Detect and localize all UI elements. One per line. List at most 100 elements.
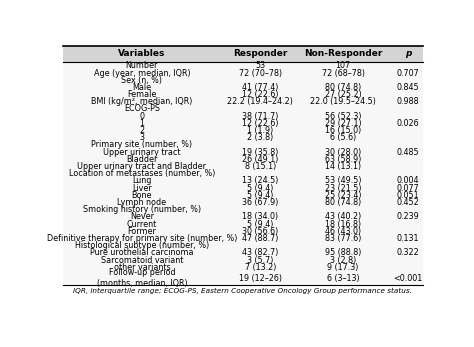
Text: Female: Female: [127, 90, 156, 99]
Text: Sex (n, %): Sex (n, %): [121, 76, 163, 85]
Text: 0.077: 0.077: [397, 184, 419, 193]
Text: 19 (12–26): 19 (12–26): [239, 274, 282, 282]
Bar: [63, 264, 423, 271]
Text: 47 (88.7): 47 (88.7): [242, 234, 279, 243]
Bar: [63, 84, 423, 91]
Text: IQR, interquartile range; ECOG-PS, Eastern Cooperative Oncology Group performanc: IQR, interquartile range; ECOG-PS, Easte…: [73, 288, 412, 294]
Text: 0.051: 0.051: [397, 191, 419, 200]
Text: 7 (13.2): 7 (13.2): [245, 263, 276, 272]
Text: Smoking history (number, %): Smoking history (number, %): [83, 205, 201, 214]
Text: 12 (22.6): 12 (22.6): [242, 90, 279, 99]
Bar: [63, 163, 423, 170]
Bar: [63, 120, 423, 127]
Text: 18 (16.8): 18 (16.8): [325, 220, 361, 229]
Text: 0.452: 0.452: [397, 198, 419, 207]
Text: 13 (24.5): 13 (24.5): [242, 177, 279, 185]
Text: Lymph node: Lymph node: [118, 198, 166, 207]
Text: 43 (40.2): 43 (40.2): [325, 212, 361, 221]
Text: 1: 1: [139, 119, 145, 128]
Text: 29 (27.1): 29 (27.1): [325, 119, 361, 128]
Text: 9 (17.3): 9 (17.3): [328, 263, 359, 272]
Text: Definitive therapy for primary site (number, %): Definitive therapy for primary site (num…: [47, 234, 237, 243]
Text: 3: 3: [139, 133, 145, 142]
Text: 0.004: 0.004: [397, 177, 419, 185]
Text: 8 (15.1): 8 (15.1): [245, 162, 276, 171]
Text: Pure urothelial carcinoma: Pure urothelial carcinoma: [90, 248, 194, 257]
Text: 0.485: 0.485: [397, 148, 419, 157]
Text: Upper urinary tract: Upper urinary tract: [103, 148, 181, 157]
Bar: [63, 46, 423, 62]
Bar: [63, 177, 423, 185]
Text: 3 (5.7): 3 (5.7): [247, 256, 273, 265]
Text: 26 (49.1): 26 (49.1): [242, 155, 279, 164]
Bar: [63, 149, 423, 156]
Text: 30 (28.0): 30 (28.0): [325, 148, 361, 157]
Text: 56 (52.3): 56 (52.3): [325, 112, 361, 121]
Text: 46 (43.0): 46 (43.0): [325, 227, 361, 236]
Bar: [63, 185, 423, 192]
Bar: [63, 213, 423, 221]
Text: 0.026: 0.026: [397, 119, 419, 128]
Text: Liver: Liver: [132, 184, 152, 193]
Text: 27 (25.2): 27 (25.2): [325, 90, 361, 99]
Text: 30 (56.6): 30 (56.6): [242, 227, 279, 236]
Text: p: p: [405, 49, 411, 58]
Text: 0.845: 0.845: [397, 83, 419, 92]
Bar: [63, 235, 423, 242]
Text: Former: Former: [128, 227, 156, 236]
Text: 38 (71.7): 38 (71.7): [242, 112, 279, 121]
Bar: [63, 271, 423, 285]
Text: Non-Responder: Non-Responder: [304, 49, 382, 58]
Text: 72 (70–78): 72 (70–78): [239, 68, 282, 77]
Bar: [63, 105, 423, 112]
Text: BMI (kg/m², median, IQR): BMI (kg/m², median, IQR): [91, 97, 192, 106]
Text: 72 (68–78): 72 (68–78): [321, 68, 365, 77]
Bar: [63, 91, 423, 98]
Text: 2 (3.8): 2 (3.8): [247, 133, 273, 142]
Bar: [63, 256, 423, 264]
Text: 25 (23.4): 25 (23.4): [325, 191, 361, 200]
Text: 18 (34.0): 18 (34.0): [242, 212, 278, 221]
Text: 6 (5.6): 6 (5.6): [330, 133, 356, 142]
Text: 12 (22.6): 12 (22.6): [242, 119, 279, 128]
Text: 0.131: 0.131: [397, 234, 419, 243]
Text: Current: Current: [127, 220, 157, 229]
Text: 0.239: 0.239: [397, 212, 419, 221]
Text: ECOG-PS: ECOG-PS: [124, 104, 160, 113]
Text: 53 (49.5): 53 (49.5): [325, 177, 361, 185]
Text: 83 (77.6): 83 (77.6): [325, 234, 361, 243]
Text: 14 (13.1): 14 (13.1): [325, 162, 361, 171]
Text: Age (year, median, IQR): Age (year, median, IQR): [93, 68, 190, 77]
Bar: [63, 156, 423, 163]
Text: <0.001: <0.001: [393, 274, 423, 282]
Text: 63 (58.9): 63 (58.9): [325, 155, 361, 164]
Bar: [63, 242, 423, 249]
Bar: [63, 170, 423, 177]
Text: 0.322: 0.322: [397, 248, 419, 257]
Text: Follow-up period
(months, median, IQR): Follow-up period (months, median, IQR): [97, 269, 187, 288]
Text: Bladder: Bladder: [126, 155, 157, 164]
Bar: [63, 112, 423, 120]
Text: 5 (9.4): 5 (9.4): [247, 220, 273, 229]
Text: Number: Number: [126, 61, 158, 70]
Text: Sarcomatoid variant: Sarcomatoid variant: [100, 256, 183, 265]
Text: 22.2 (19.4–24.2): 22.2 (19.4–24.2): [228, 97, 293, 106]
Bar: [63, 221, 423, 228]
Bar: [63, 199, 423, 206]
Text: Responder: Responder: [233, 49, 288, 58]
Text: 80 (74.8): 80 (74.8): [325, 198, 361, 207]
Text: 36 (67.9): 36 (67.9): [242, 198, 279, 207]
Text: 80 (74.8): 80 (74.8): [325, 83, 361, 92]
Bar: [63, 141, 423, 149]
Text: 2: 2: [139, 126, 145, 135]
Text: Primary site (number, %): Primary site (number, %): [91, 141, 192, 150]
Text: 0.707: 0.707: [397, 68, 419, 77]
Text: 6 (3–13): 6 (3–13): [327, 274, 359, 282]
Text: other variants: other variants: [114, 263, 170, 272]
Text: 5 (9.4): 5 (9.4): [247, 191, 273, 200]
Text: 3 (2.8): 3 (2.8): [330, 256, 356, 265]
Bar: [63, 192, 423, 199]
Text: 107: 107: [336, 61, 351, 70]
Text: Lung: Lung: [132, 177, 152, 185]
Bar: [63, 249, 423, 256]
